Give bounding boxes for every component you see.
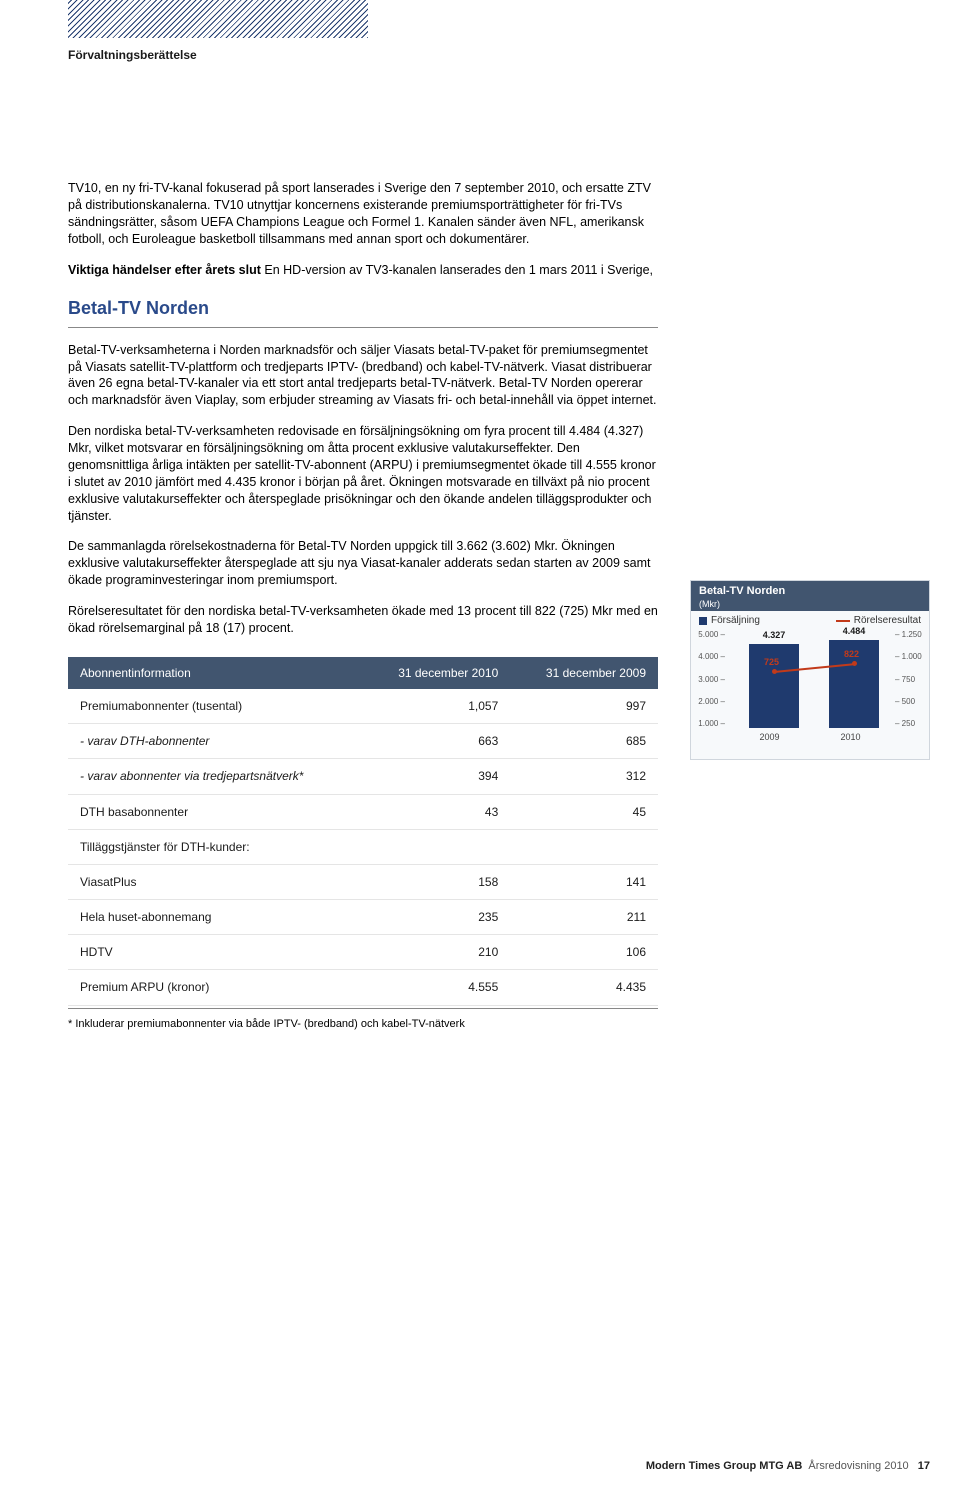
table-bottom-rule <box>68 1008 658 1009</box>
table-cell: 663 <box>363 724 511 759</box>
table-cell: Premiumabonnenter (tusental) <box>68 689 363 724</box>
table-footnote: * Inkluderar premiumabonnenter via både … <box>68 1017 658 1032</box>
table-cell: 158 <box>363 864 511 899</box>
para-1: TV10, en ny fri-TV-kanal fokuserad på sp… <box>68 180 658 248</box>
y-tick-right: – 750 <box>895 675 925 684</box>
page-footer: Modern Times Group MTG AB Årsredovisning… <box>646 1460 930 1472</box>
section-heading: Betal-TV Norden <box>68 296 658 320</box>
table-cell: - varav abonnenter via tredjepartsnätver… <box>68 759 363 794</box>
line-value-label: 725 <box>764 657 779 667</box>
table-cell: 4.555 <box>363 970 511 1005</box>
x-tick: 2009 <box>759 732 779 742</box>
table-cell: 235 <box>363 900 511 935</box>
chart-legend: Försäljning Rörelseresultat <box>691 611 929 630</box>
table-cell: HDTV <box>68 935 363 970</box>
y-tick-right: – 250 <box>895 719 925 728</box>
x-axis-labels: 2009 2010 <box>729 732 891 742</box>
para-2: Viktiga händelser efter årets slut En HD… <box>68 262 658 279</box>
table-cell: 43 <box>363 794 511 829</box>
legend-sales-label: Försäljning <box>711 615 760 626</box>
table-cell: 997 <box>510 689 658 724</box>
table-row: ViasatPlus158141 <box>68 864 658 899</box>
y-tick-left: 1.000 – <box>695 719 725 728</box>
table-cell: 106 <box>510 935 658 970</box>
table-cell: 4.435 <box>510 970 658 1005</box>
y-tick-right: – 1.000 <box>895 652 925 661</box>
footer-company: Modern Times Group MTG AB <box>646 1460 802 1472</box>
betal-tv-chart: Betal-TV Norden (Mkr) Försäljning Rörels… <box>690 580 930 760</box>
table-cell: 1,057 <box>363 689 511 724</box>
legend-sales: Försäljning <box>699 615 760 626</box>
swatch-bar-icon <box>699 617 707 625</box>
th-2: 31 december 2009 <box>510 657 658 689</box>
table-cell: 211 <box>510 900 658 935</box>
table-row: - varav DTH-abonnenter663685 <box>68 724 658 759</box>
table-cell: DTH basabonnenter <box>68 794 363 829</box>
footer-page: 17 <box>918 1460 930 1472</box>
th-0: Abonnentinformation <box>68 657 363 689</box>
para-2-bold: Viktiga händelser efter årets slut <box>68 263 261 277</box>
y-tick-left: 5.000 – <box>695 630 725 639</box>
line-value-label: 822 <box>844 649 859 659</box>
chart-title: Betal-TV Norden <box>691 581 929 599</box>
main-content: TV10, en ny fri-TV-kanal fokuserad på sp… <box>68 180 658 1032</box>
table-row: Premiumabonnenter (tusental)1,057997 <box>68 689 658 724</box>
y-tick-left: 3.000 – <box>695 675 725 684</box>
table-cell <box>510 829 658 864</box>
plot-area: 4.3274.484725822 <box>729 630 891 728</box>
bar-value-label: 4.327 <box>749 630 799 640</box>
table-cell: 394 <box>363 759 511 794</box>
chart-unit: (Mkr) <box>691 599 929 611</box>
heading-rule <box>68 327 658 328</box>
table-cell: - varav DTH-abonnenter <box>68 724 363 759</box>
table-row: DTH basabonnenter4345 <box>68 794 658 829</box>
para-2-rest: En HD-version av TV3-kanalen lanserades … <box>261 263 653 277</box>
y-tick-left: 4.000 – <box>695 652 725 661</box>
table-cell: 210 <box>363 935 511 970</box>
para-5: De sammanlagda rörelsekostnaderna för Be… <box>68 538 658 589</box>
footer-doc: Årsredovisning 2010 <box>808 1460 908 1472</box>
table-cell: Hela huset-abonnemang <box>68 900 363 935</box>
table-row: HDTV210106 <box>68 935 658 970</box>
table-row: Hela huset-abonnemang235211 <box>68 900 658 935</box>
swatch-line-icon <box>836 620 850 622</box>
x-tick: 2010 <box>840 732 860 742</box>
subscriber-table: Abonnentinformation 31 december 2010 31 … <box>68 657 658 1032</box>
table-cell: 312 <box>510 759 658 794</box>
legend-op-result: Rörelseresultat <box>836 615 921 626</box>
y-axis-left: 5.000 – 4.000 – 3.000 – 2.000 – 1.000 – <box>695 630 725 728</box>
table-cell: Premium ARPU (kronor) <box>68 970 363 1005</box>
table-row: Tilläggstjänster för DTH-kunder: <box>68 829 658 864</box>
header-hatch <box>68 0 368 38</box>
para-3: Betal-TV-verksamheterna i Norden marknad… <box>68 342 658 410</box>
th-1: 31 december 2010 <box>363 657 511 689</box>
table-row: - varav abonnenter via tredjepartsnätver… <box>68 759 658 794</box>
para-6: Rörelseresultatet för den nordiska betal… <box>68 603 658 637</box>
table-cell: 141 <box>510 864 658 899</box>
table-header-row: Abonnentinformation 31 december 2010 31 … <box>68 657 658 689</box>
y-tick-right: – 1.250 <box>895 630 925 639</box>
para-4: Den nordiska betal-TV-verksamheten redov… <box>68 423 658 524</box>
legend-op-result-label: Rörelseresultat <box>854 615 921 626</box>
y-axis-right: – 1.250 – 1.000 – 750 – 500 – 250 <box>895 630 925 728</box>
table-row: Premium ARPU (kronor)4.5554.435 <box>68 970 658 1005</box>
bar-value-label: 4.484 <box>829 626 879 636</box>
y-tick-left: 2.000 – <box>695 697 725 706</box>
y-tick-right: – 500 <box>895 697 925 706</box>
table-cell: Tilläggstjänster för DTH-kunder: <box>68 829 363 864</box>
table-cell <box>363 829 511 864</box>
chart-plot: 5.000 –4.000 –3.000 –2.000 –1.000 – – 1.… <box>699 630 921 740</box>
table-cell: 685 <box>510 724 658 759</box>
section-label: Förvaltningsberättelse <box>68 48 197 62</box>
table-cell: ViasatPlus <box>68 864 363 899</box>
table-cell: 45 <box>510 794 658 829</box>
